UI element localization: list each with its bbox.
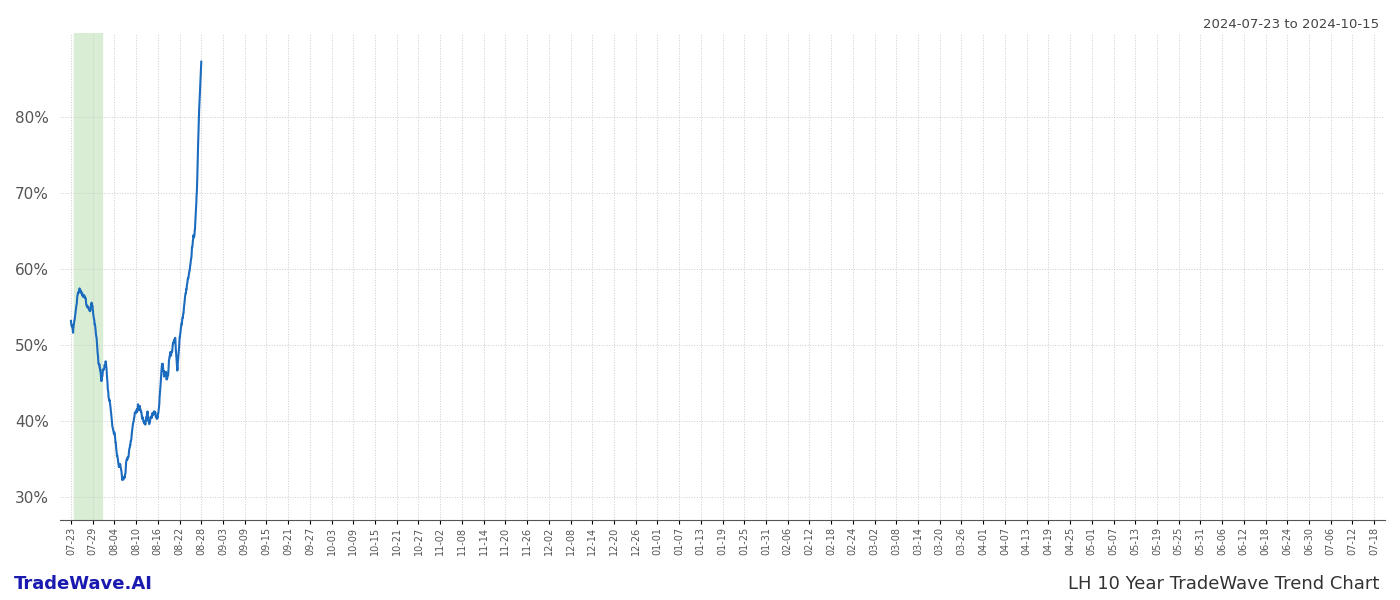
- Bar: [74, 33, 102, 520]
- Text: 2024-07-23 to 2024-10-15: 2024-07-23 to 2024-10-15: [1203, 18, 1379, 31]
- Text: TradeWave.AI: TradeWave.AI: [14, 575, 153, 593]
- Text: LH 10 Year TradeWave Trend Chart: LH 10 Year TradeWave Trend Chart: [1068, 575, 1379, 593]
